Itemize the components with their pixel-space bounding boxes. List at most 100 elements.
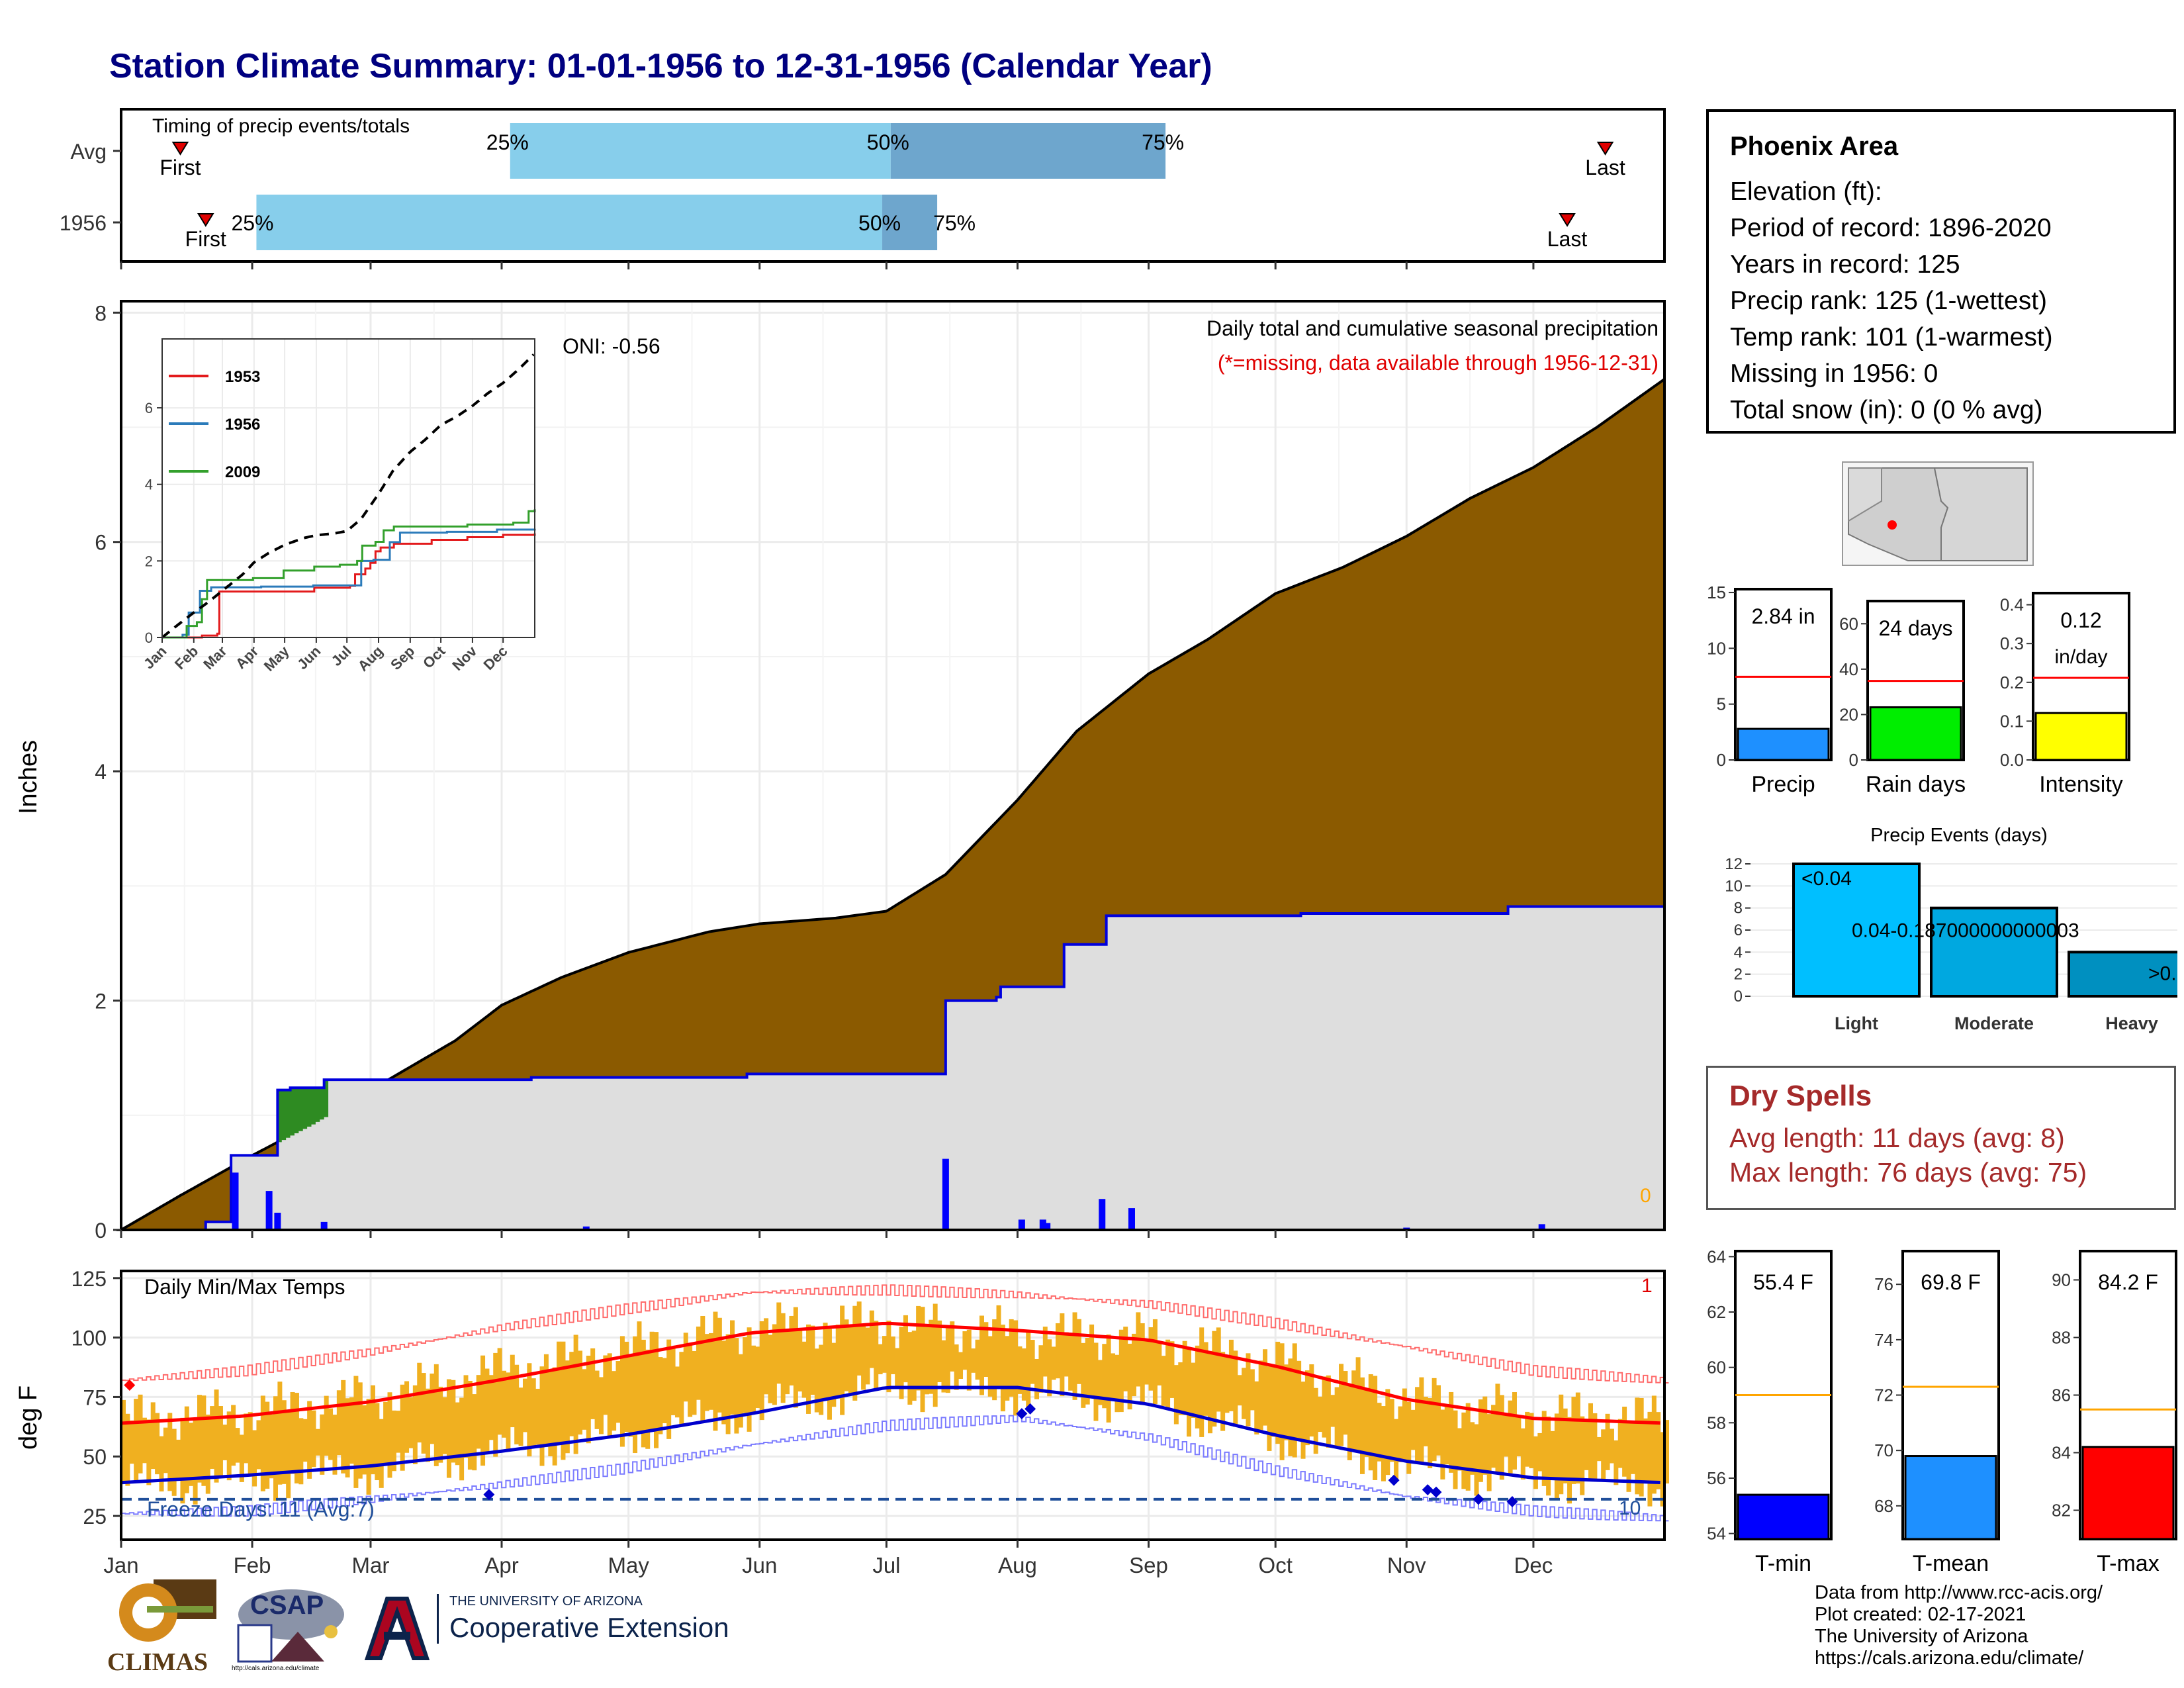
summary-tick: 0.1	[2000, 711, 2024, 731]
station-info-lines: Elevation (ft): Period of record: 1896-20…	[1730, 173, 2173, 428]
daily-temp-bar	[1131, 1333, 1136, 1397]
daily-precip-bar	[320, 1221, 328, 1230]
daily-temp-bar	[459, 1397, 465, 1481]
daily-temp-bar	[1546, 1416, 1551, 1496]
station-info-line: Period of record: 1896-2020	[1730, 214, 2052, 242]
daily-temp-bar	[1525, 1411, 1530, 1467]
daily-temp-bar	[1042, 1327, 1048, 1377]
daily-temp-bar	[1609, 1429, 1614, 1464]
tempbar-label: T-mean	[1913, 1551, 1989, 1576]
daily-temp-bar	[218, 1406, 223, 1478]
daily-temp-bar	[1435, 1385, 1441, 1456]
daily-temp-bar	[1639, 1397, 1644, 1497]
daily-temp-bar	[1228, 1339, 1234, 1411]
tempbar-value-text: 84.2 F	[2098, 1270, 2158, 1294]
daily-temp-bar	[375, 1403, 380, 1481]
timing-marker-label: First	[185, 227, 226, 251]
daily-temp-bar	[467, 1380, 473, 1470]
daily-precip-bar	[1099, 1199, 1106, 1230]
daily-temp-bar	[929, 1319, 934, 1394]
daily-temp-bar	[1617, 1419, 1623, 1468]
daily-temp-bar	[996, 1305, 1001, 1387]
daily-temp-bar	[1322, 1376, 1327, 1438]
daily-temp-bar	[1191, 1362, 1196, 1419]
temp-panel-title: Daily Min/Max Temps	[144, 1275, 345, 1299]
daily-temp-bar	[819, 1344, 824, 1415]
temp-record-marker	[1422, 1484, 1433, 1496]
tempbar-value-bar	[2081, 1446, 2175, 1540]
daily-temp-bar	[1300, 1382, 1306, 1459]
daily-temp-bar	[1005, 1336, 1010, 1401]
daily-temp-bar	[565, 1360, 570, 1454]
daily-temp-bar	[1250, 1369, 1255, 1411]
daily-temp-bar	[1512, 1392, 1517, 1470]
event-bar	[1930, 906, 2058, 998]
summary-bar-label: Precip	[1751, 772, 1815, 797]
daily-temp-bar	[1630, 1422, 1635, 1474]
daily-temp-bar	[1076, 1319, 1081, 1384]
daily-temp-bar	[1216, 1327, 1221, 1412]
daily-temp-bar	[869, 1310, 874, 1368]
daily-temp-bar	[189, 1423, 194, 1486]
daily-temp-bar	[987, 1336, 993, 1397]
daily-temp-bar	[1373, 1376, 1378, 1480]
daily-temp-bar	[1178, 1362, 1183, 1415]
daily-temp-bar	[446, 1379, 451, 1478]
daily-temp-bar	[654, 1332, 659, 1448]
daily-temp-bar	[184, 1406, 189, 1493]
daily-temp-bar	[1643, 1418, 1649, 1483]
daily-temp-bar	[438, 1386, 443, 1463]
daily-temp-bar	[768, 1335, 773, 1403]
summary-tick: 5	[1717, 694, 1726, 714]
daily-temp-bar	[379, 1419, 384, 1488]
daily-temp-bar	[619, 1336, 625, 1447]
daily-temp-bar	[1081, 1342, 1086, 1408]
credits: Data from http://www.rcc-acis.org/ Plot …	[1815, 1582, 2103, 1669]
daily-temp-bar	[1575, 1392, 1580, 1484]
daily-temp-bar	[730, 1320, 735, 1415]
daily-temp-bar	[734, 1338, 739, 1434]
inset-y-tick: 2	[145, 553, 153, 569]
station-name: Phoenix Area	[1730, 132, 1899, 161]
daily-precip-bar	[1538, 1224, 1545, 1230]
events-y-tick: 10	[1725, 877, 1743, 895]
precip-y-tick: 0	[95, 1219, 107, 1243]
daily-temp-bar	[1626, 1423, 1631, 1492]
daily-temp-bar	[1330, 1395, 1336, 1427]
oni-label: ONI: -0.56	[563, 334, 660, 358]
daily-temp-bar	[1343, 1371, 1348, 1435]
daily-temp-bar	[1304, 1370, 1310, 1446]
dry-spells-max: Max length: 76 days (avg: 75)	[1729, 1157, 2087, 1188]
station-info-box: Phoenix Area Elevation (ft): Period of re…	[1706, 109, 2176, 434]
daily-temp-bar	[1106, 1334, 1111, 1423]
summary-bar-label: Intensity	[2039, 772, 2123, 797]
daily-temp-bar	[1258, 1360, 1263, 1431]
daily-temp-bar	[806, 1324, 811, 1414]
daily-temp-bar	[1554, 1413, 1559, 1501]
daily-temp-bar	[1195, 1345, 1200, 1429]
daily-temp-bar	[780, 1313, 786, 1403]
daily-temp-bar	[1355, 1357, 1361, 1452]
daily-temp-bar	[383, 1401, 388, 1464]
daily-temp-bar	[966, 1329, 972, 1391]
avg-min-line	[120, 1385, 1661, 1485]
daily-temp-bar	[1499, 1395, 1504, 1480]
daily-temp-bar	[1368, 1374, 1373, 1471]
daily-precip-bar	[1128, 1208, 1135, 1230]
timing-marker	[1559, 213, 1576, 227]
daily-temp-bar	[679, 1352, 684, 1426]
month-tick-label: Dec	[1514, 1553, 1553, 1577]
summary-tick: 15	[1707, 583, 1726, 602]
daily-temp-bar	[1601, 1429, 1606, 1481]
temp-y-tick: 75	[83, 1385, 107, 1409]
daily-temp-bar	[121, 1399, 126, 1484]
daily-temp-bar	[353, 1376, 359, 1488]
timing-bar-50-75	[882, 195, 938, 250]
daily-temp-bar	[747, 1327, 752, 1432]
daily-temp-bar	[1068, 1333, 1073, 1391]
summary-value-text: 0.12	[2060, 608, 2101, 632]
daily-temp-bar	[1660, 1432, 1665, 1507]
daily-temp-bar	[772, 1324, 777, 1405]
daily-temp-bar	[1047, 1339, 1052, 1397]
temp-record-marker	[1430, 1486, 1442, 1498]
